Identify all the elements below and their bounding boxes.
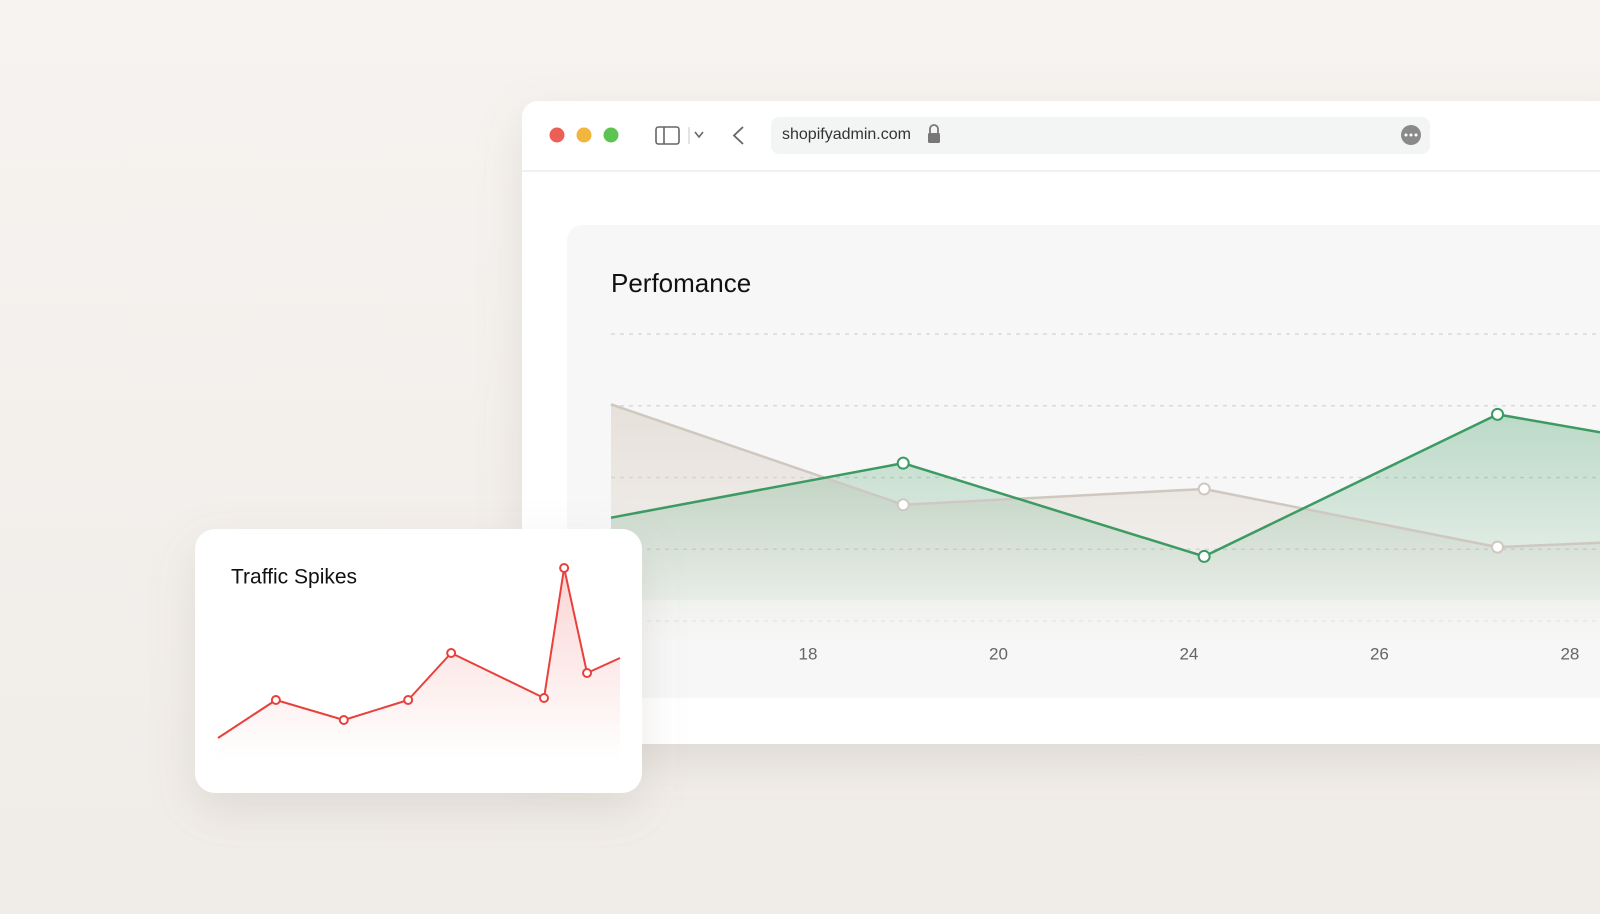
x-tick-label: 24 (1179, 644, 1198, 663)
lock-icon (928, 124, 940, 143)
sidebar-toggle[interactable] (655, 126, 704, 145)
minimize-button[interactable] (576, 127, 592, 143)
maximize-button[interactable] (603, 127, 619, 143)
url: shopifyadmin.com (782, 126, 911, 143)
traffic-card: Traffic Spikes (195, 529, 642, 793)
point (896, 456, 910, 470)
point (582, 668, 593, 678)
point (1491, 540, 1505, 554)
point (539, 693, 550, 703)
close-button[interactable] (549, 127, 565, 143)
point (403, 695, 414, 705)
x-tick-label: 28 (1560, 644, 1579, 663)
x-tick-label: 20 (989, 644, 1008, 663)
area (218, 568, 620, 760)
point (338, 715, 349, 725)
point (896, 498, 910, 512)
point (1197, 549, 1211, 563)
browser-window: shopifyadmin.com Perfomance 18 20 24 26 28 (522, 101, 1600, 744)
point (1197, 482, 1211, 496)
point (270, 695, 281, 705)
point (446, 648, 457, 658)
chart-title: Perfomance (611, 268, 751, 298)
back-button[interactable] (732, 126, 744, 145)
traffic-chart (217, 563, 621, 760)
x-tick-label: 18 (799, 644, 818, 663)
plot-fade (567, 600, 1600, 640)
performance-chart: 18 20 24 26 28 (567, 333, 1600, 663)
x-tick-label: 26 (1370, 644, 1389, 663)
point (1491, 407, 1505, 421)
area (611, 414, 1600, 640)
point (559, 563, 570, 573)
chart-title: Traffic Spikes (231, 566, 357, 589)
more-button[interactable] (1401, 125, 1421, 145)
